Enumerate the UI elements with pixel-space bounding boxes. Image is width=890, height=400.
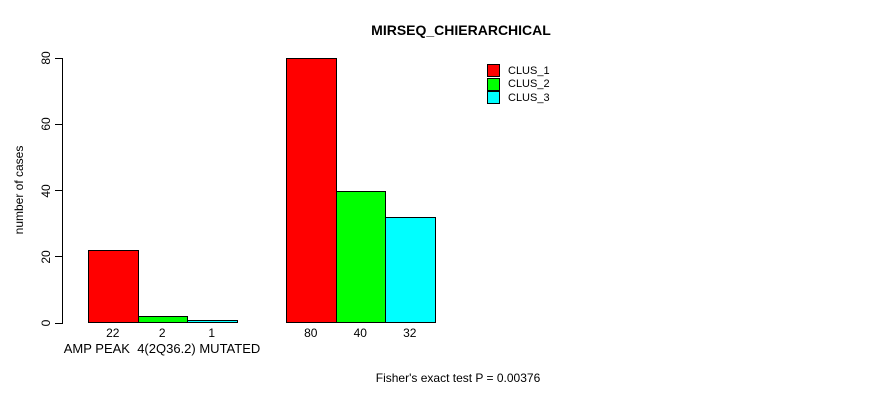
y-axis-tick-label-20: 20	[39, 250, 53, 264]
legend-swatch-clus_1	[487, 64, 500, 78]
bar-value-label-clus_3-group1: 1	[208, 326, 216, 340]
legend-swatch-clus_3	[487, 91, 500, 105]
y-axis-tick-80	[55, 57, 62, 59]
category-label-group1: AMP PEAK 4(2Q36.2) MUTATED	[63, 341, 261, 356]
y-axis-tick-label-80: 80	[39, 51, 53, 65]
y-axis-tick-label-0: 0	[39, 319, 53, 327]
legend: CLUS_1 CLUS_2 CLUS_3	[487, 64, 550, 105]
legend-item-clus_1: CLUS_1	[487, 64, 550, 78]
legend-swatch-clus_2	[487, 77, 500, 91]
bar-clus_2-group1	[137, 316, 188, 323]
y-axis-label: number of cases	[12, 145, 26, 235]
bar-value-label-clus_1-group2: 80	[304, 326, 318, 340]
footnote-fishers-test: Fisher's exact test P = 0.00376	[375, 371, 541, 385]
y-axis-tick-60	[55, 123, 62, 125]
y-axis-tick-0	[55, 322, 62, 324]
y-axis-tick-20	[55, 256, 62, 258]
y-axis-line	[62, 57, 63, 324]
bar-value-label-clus_2-group2: 40	[353, 326, 367, 340]
legend-item-clus_2: CLUS_2	[487, 77, 550, 92]
bar-clus_1-group2	[286, 58, 337, 323]
legend-item-clus_3: CLUS_3	[487, 91, 550, 105]
bar-clus_2-group2	[335, 190, 386, 323]
bar-clus_3-group2	[385, 217, 436, 323]
y-axis-tick-label-40: 40	[39, 183, 53, 198]
legend-label-clus_3: CLUS_3	[508, 91, 550, 104]
bar-clus_1-group1	[88, 250, 139, 323]
bar-clus_3-group1	[187, 319, 238, 323]
y-axis-tick-label-60: 60	[39, 117, 53, 131]
y-axis-tick-40	[55, 190, 62, 191]
bar-value-label-clus_2-group1: 2	[158, 326, 166, 340]
chart-title: MIRSEQ_CHIERARCHICAL	[371, 22, 551, 38]
legend-label-clus_1: CLUS_1	[508, 64, 550, 77]
bar-value-label-clus_3-group2: 32	[403, 326, 417, 340]
legend-label-clus_2: CLUS_2	[508, 78, 550, 91]
bar-value-label-clus_1-group1: 22	[106, 326, 120, 340]
